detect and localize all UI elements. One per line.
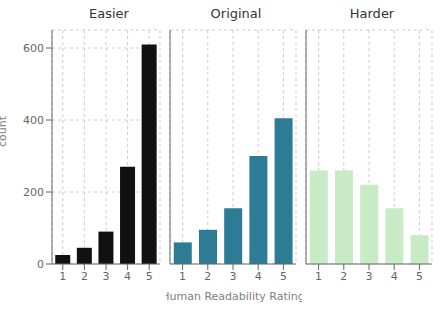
html-text:Original: Original [210, 6, 262, 21]
html-text:Easier: Easier [89, 6, 129, 21]
svg-text:4: 4 [124, 270, 131, 283]
svg-text:5: 5 [146, 270, 153, 283]
html-text:Harder: Harder [349, 6, 395, 21]
svg-text:3: 3 [366, 270, 373, 283]
svg-text:1: 1 [315, 270, 322, 283]
svg-text:3: 3 [103, 270, 110, 283]
svg-text:count: count [8, 115, 9, 147]
svg-text:5: 5 [280, 270, 287, 283]
svg-text:3: 3 [230, 270, 237, 283]
svg-text:2: 2 [204, 270, 211, 283]
svg-text:0: 0 [37, 258, 44, 271]
svg-text:Human Readability Rating: Human Readability Rating [166, 290, 302, 303]
svg-text:5: 5 [416, 270, 423, 283]
svg-text:200: 200 [23, 186, 44, 199]
svg-text:2: 2 [340, 270, 347, 283]
svg-text:4: 4 [391, 270, 398, 283]
svg-text:1: 1 [179, 270, 186, 283]
svg-text:1: 1 [59, 270, 66, 283]
svg-text:400: 400 [23, 114, 44, 127]
svg-text:2: 2 [81, 270, 88, 283]
svg-text:4: 4 [255, 270, 262, 283]
svg-text:600: 600 [23, 42, 44, 55]
